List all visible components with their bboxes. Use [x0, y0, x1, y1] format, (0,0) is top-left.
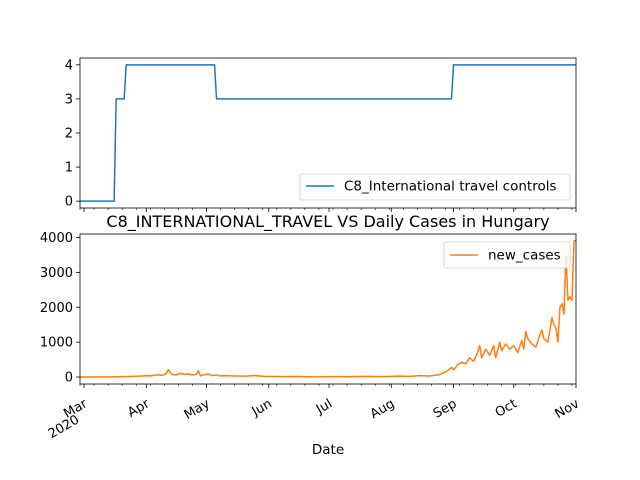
bottom-x-axis-label: Date [312, 442, 344, 458]
x-tick-label: May [182, 396, 213, 423]
bottom-series-lines [79, 239, 577, 378]
top-series-lines [80, 64, 576, 202]
top-legend-box [299, 173, 571, 201]
top-y-ticks: 0 1 2 3 4 [65, 58, 80, 210]
y-tick-label: 2000 [40, 301, 73, 316]
bottom-y-ticks: 0 1000 2000 3000 4000 [40, 231, 80, 386]
x-tick-label: Oct [493, 396, 520, 420]
y-tick-label: 3 [65, 92, 73, 107]
top-legend-label: C8_International travel controls [344, 179, 557, 195]
series-line-new-cases [79, 239, 577, 378]
y-tick-label: 2 [65, 127, 73, 142]
bottom-chart-title: C8_INTERNATIONAL_TRAVEL VS Daily Cases i… [106, 212, 549, 232]
x-tick-label: Apr [125, 396, 153, 421]
top-panel: 0 1 2 3 4 C8_International travel controls [65, 57, 577, 212]
y-tick-label: 1 [65, 161, 73, 176]
bottom-legend: new_cases [443, 241, 571, 269]
bottom-panel: C8_INTERNATIONAL_TRAVEL VS Daily Cases i… [40, 212, 582, 458]
bottom-axes-frame [79, 233, 577, 385]
x-tick-year-label: 2020 [46, 412, 82, 442]
bottom-legend-label: new_cases [488, 248, 561, 264]
x-tick-label: Aug [368, 396, 397, 422]
y-tick-label: 0 [65, 371, 73, 386]
top-legend: C8_International travel controls [299, 173, 571, 201]
y-tick-label: 4000 [40, 231, 73, 246]
y-tick-label: 0 [65, 195, 73, 210]
bottom-legend-box [443, 241, 571, 269]
series-line-c8-international-travel-controls [80, 64, 576, 202]
x-tick-label: Jun [249, 396, 275, 420]
x-tick-label: Jul [313, 396, 335, 417]
x-tick-label: Nov [553, 396, 583, 422]
top-x-ticks [79, 208, 577, 212]
x-tick-label: Sep [431, 396, 460, 421]
y-tick-label: 4 [65, 58, 73, 73]
y-tick-label: 1000 [40, 336, 73, 351]
y-tick-label: 3000 [40, 266, 73, 281]
